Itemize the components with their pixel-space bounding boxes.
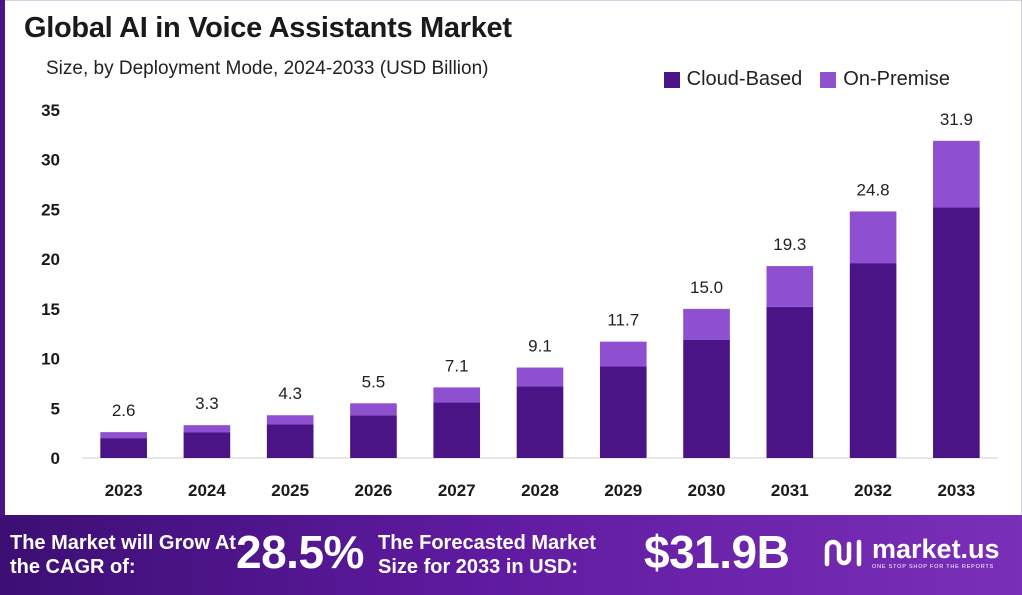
cagr-value: 28.5% (236, 526, 364, 578)
legend-swatch-cloud (663, 71, 680, 88)
brand: market.us ONE STOP SHOP FOR THE REPORTS (822, 535, 1000, 570)
y-tick-label: 0 (51, 449, 60, 468)
forecast-value: $31.9B (644, 526, 790, 578)
bar-on-premise (933, 140, 980, 208)
bar-on-premise (849, 211, 897, 264)
x-tick-label: 2024 (188, 481, 226, 500)
bar-total-label: 4.3 (278, 384, 302, 403)
bar-cloud (350, 415, 397, 458)
legend-item-on-premise: On-Premise (820, 68, 950, 91)
x-tick-label: 2023 (105, 481, 143, 500)
x-tick-label: 2033 (937, 481, 975, 500)
y-tick-label: 15 (41, 300, 60, 319)
bar-total-label: 5.5 (362, 372, 386, 391)
bar-cloud (433, 402, 481, 458)
chart-title: Global AI in Voice Assistants Market (24, 12, 512, 44)
y-tick-label: 5 (51, 399, 60, 418)
bar-on-premise (683, 308, 730, 340)
bar-cloud (849, 263, 897, 458)
y-tick-label: 30 (41, 151, 60, 170)
bar-cloud (766, 306, 814, 458)
accent-bar (0, 0, 5, 515)
y-tick-label: 20 (41, 250, 60, 269)
bar-total-label: 3.3 (195, 394, 219, 413)
chart-subtitle: Size, by Deployment Mode, 2024-2033 (USD… (46, 58, 489, 79)
legend-label-on-premise: On-Premise (843, 68, 950, 90)
bar-total-label: 24.8 (857, 180, 890, 199)
bar-on-premise (100, 432, 147, 439)
y-tick-label: 10 (41, 350, 60, 369)
x-tick-label: 2026 (355, 481, 393, 500)
y-tick-label: 25 (41, 200, 60, 219)
bar-total-label: 7.1 (445, 356, 469, 375)
bar-on-premise (350, 403, 397, 416)
x-tick-label: 2032 (854, 481, 892, 500)
bar-chart: 051015202530352.620233.320244.320255.520… (41, 101, 998, 500)
bar-cloud (516, 386, 564, 458)
brand-tagline: ONE STOP SHOP FOR THE REPORTS (872, 564, 995, 570)
market-us-logo-icon (824, 539, 862, 566)
bar-on-premise (183, 425, 231, 433)
x-tick-label: 2028 (521, 481, 559, 500)
bar-total-label: 2.6 (112, 401, 136, 420)
bar-total-label: 11.7 (607, 311, 639, 330)
bar-on-premise (266, 415, 314, 425)
forecast-label: The Forecasted Market Size for 2033 in U… (378, 532, 596, 578)
bar-on-premise (599, 341, 647, 367)
legend: Cloud-Based On-Premise (663, 68, 950, 91)
summary-banner: The Market will Grow At the CAGR of: 28.… (0, 515, 1022, 595)
bar-total-label: 15.0 (690, 278, 723, 297)
bar-cloud (183, 432, 231, 458)
bar-cloud (933, 207, 980, 458)
bar-cloud (599, 366, 647, 458)
bar-on-premise (516, 367, 564, 387)
bar-cloud (266, 424, 314, 458)
brand-name: market.us (872, 534, 1000, 564)
legend-item-cloud: Cloud-Based (663, 68, 803, 91)
x-tick-label: 2029 (604, 481, 642, 500)
x-tick-label: 2027 (438, 481, 476, 500)
bar-total-label: 9.1 (528, 337, 552, 356)
bar-cloud (683, 339, 730, 458)
x-tick-label: 2025 (271, 481, 309, 500)
y-tick-label: 35 (41, 101, 60, 120)
x-tick-label: 2031 (771, 481, 809, 500)
cagr-label: The Market will Grow At the CAGR of: (10, 532, 236, 578)
x-tick-label: 2030 (688, 481, 726, 500)
bar-total-label: 19.3 (773, 235, 806, 254)
bar-on-premise (766, 266, 814, 307)
legend-swatch-on-premise (820, 71, 837, 88)
legend-label-cloud: Cloud-Based (686, 68, 803, 90)
bar-total-label: 31.9 (940, 110, 973, 129)
bar-on-premise (433, 387, 481, 403)
bar-cloud (100, 438, 147, 458)
